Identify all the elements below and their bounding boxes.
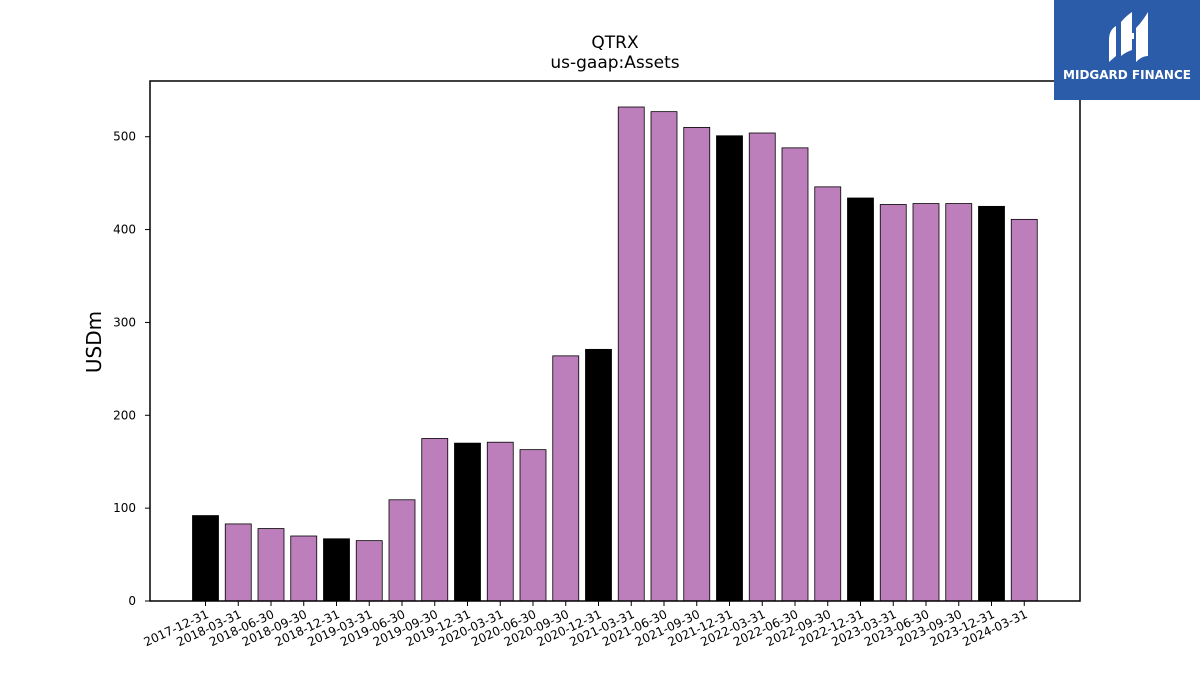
bar-2019-12-31: [454, 442, 481, 602]
x-ticks-group: 2017-12-312018-03-312018-06-302018-09-30…: [142, 601, 1030, 649]
y-tick-label: 100: [113, 501, 136, 515]
bar-2019-03-31: [355, 540, 383, 602]
bar-2017-12-31: [192, 515, 219, 602]
plot-frame: [149, 80, 1081, 602]
chart-title: QTRX: [591, 33, 639, 53]
y-tick-label: 400: [113, 223, 136, 237]
bars-group: [192, 106, 1038, 602]
bar-2018-03-31: [224, 523, 252, 602]
bar-2018-09-30: [290, 535, 318, 602]
bar-2024-03-31: [1010, 218, 1038, 602]
y-tick-label: 0: [128, 594, 136, 608]
bar-2019-06-30: [388, 499, 416, 602]
bar-2023-06-30: [912, 203, 940, 602]
bar-2022-06-30: [781, 147, 809, 602]
bar-2020-06-30: [519, 449, 547, 602]
bar-2022-03-31: [748, 132, 776, 602]
bar-2021-09-30: [683, 127, 711, 602]
bar-2019-09-30: [421, 438, 449, 602]
y-tick-label: 500: [113, 130, 136, 144]
bar-2018-06-30: [257, 528, 285, 602]
bar-2021-12-31: [716, 135, 743, 602]
midgard-logo-mark-icon: [1109, 12, 1148, 62]
bar-2021-06-30: [650, 111, 678, 602]
bar-2018-12-31: [323, 538, 350, 602]
bar-2020-09-30: [552, 355, 580, 602]
bar-2023-09-30: [945, 203, 973, 602]
bar-2020-12-31: [585, 348, 612, 602]
y-ticks-group: 0 100 200 300 400 500: [113, 130, 150, 608]
bar-2023-03-31: [879, 204, 907, 602]
bar-2021-03-31: [617, 106, 645, 602]
y-tick-label: 300: [113, 315, 136, 329]
bar-2022-09-30: [814, 186, 842, 602]
chart-subtitle: us-gaap:Assets: [550, 53, 679, 73]
y-axis-label: USDm: [82, 311, 106, 373]
bar-2022-12-31: [847, 197, 874, 602]
y-tick-label: 200: [113, 408, 136, 422]
midgard-finance-logo: MIDGARD FINANCE: [1054, 0, 1200, 100]
bar-2020-03-31: [486, 441, 514, 602]
logo-text: MIDGARD FINANCE: [1063, 68, 1191, 82]
bar-2023-12-31: [978, 205, 1005, 602]
